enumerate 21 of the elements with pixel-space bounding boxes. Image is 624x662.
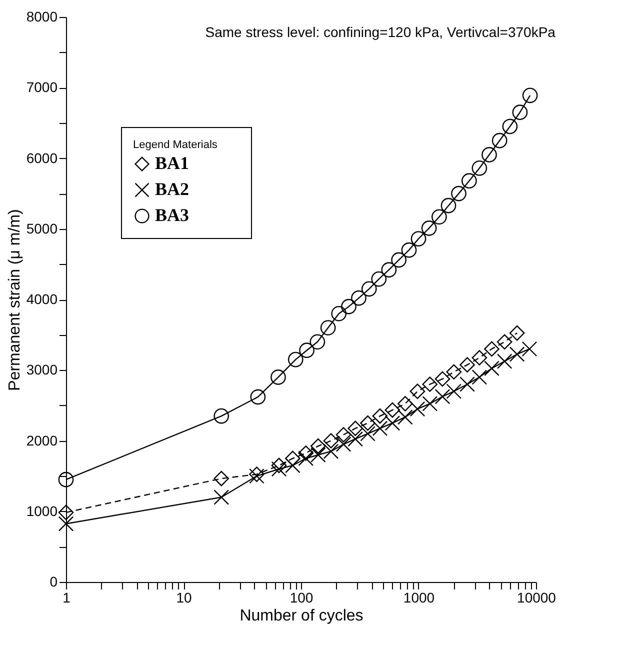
y-tick-label: 3000 xyxy=(26,362,58,378)
x-tick-label: 1000 xyxy=(403,590,435,606)
y-tick-label: 0 xyxy=(50,574,58,590)
text: Same stress level: confining=120 kPa, Vertivcal=370kPa xyxy=(205,24,556,40)
y-tick-label: 8000 xyxy=(26,8,58,24)
x-axis-title: Number of cycles xyxy=(240,608,364,624)
legend-label: BA2 xyxy=(155,179,190,199)
x-tick-label: 10000 xyxy=(517,590,556,606)
legend-label: BA1 xyxy=(155,153,190,173)
y-tick-label: 5000 xyxy=(26,220,58,236)
y-tick-label: 2000 xyxy=(26,432,58,448)
x-tick-label: 10 xyxy=(176,590,192,606)
y-axis-title: Permanent strain (μ m/m) xyxy=(6,209,24,391)
y-tick-label: 6000 xyxy=(26,150,58,166)
x-tick-label: 100 xyxy=(290,590,314,606)
y-tick-label: 4000 xyxy=(26,291,58,307)
y-tick-label: 1000 xyxy=(26,502,58,519)
x-tick-label: 1 xyxy=(62,590,71,606)
legend-label: BA3 xyxy=(155,205,190,225)
legend-title: Legend Materials xyxy=(133,139,218,151)
y-tick-label: 7000 xyxy=(26,79,58,96)
